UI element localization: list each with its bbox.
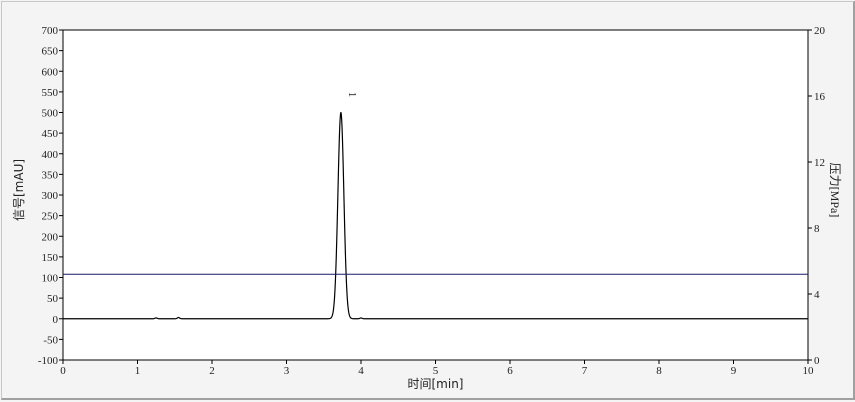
x-tick-label: 7 xyxy=(582,365,588,377)
y-tick-label: 450 xyxy=(42,128,59,140)
plot-area xyxy=(62,29,809,361)
peak-label: 1 xyxy=(346,92,358,98)
y-tick-label: 0 xyxy=(53,314,59,326)
x-tick-label: 5 xyxy=(433,365,439,377)
y-tick-label: 650 xyxy=(42,46,59,58)
y-tick-label: 400 xyxy=(42,149,59,161)
x-axis-label: 时间[min] xyxy=(408,377,464,391)
x-tick-label: 4 xyxy=(358,365,364,377)
y2-axis-label: 压力[MPa] xyxy=(828,163,842,218)
x-tick-label: 3 xyxy=(284,365,290,377)
y-tick-label: 550 xyxy=(42,87,59,99)
y-tick-label: 100 xyxy=(42,273,59,285)
x-tick-label: 2 xyxy=(209,365,215,377)
y-tick-label: 600 xyxy=(42,66,59,78)
y-tick-label: -50 xyxy=(43,334,58,346)
x-tick-label: 8 xyxy=(656,365,662,377)
y-axis-label: 信号[mAU] xyxy=(12,159,26,221)
y-tick-label: 200 xyxy=(42,231,59,243)
x-tick-label: 1 xyxy=(135,365,141,377)
y-tick-label: 700 xyxy=(42,25,59,37)
y-tick-label: 50 xyxy=(47,293,59,305)
y-tick-label: 150 xyxy=(42,252,59,264)
y2-tick-label: 8 xyxy=(814,223,820,235)
y-tick-label: 350 xyxy=(42,169,59,181)
y2-tick-label: 20 xyxy=(814,25,826,37)
signal-trace xyxy=(63,112,808,320)
x-tick-label: 10 xyxy=(803,365,815,377)
x-tick-label: 9 xyxy=(731,365,737,377)
y-tick-label: 300 xyxy=(42,190,59,202)
x-tick-label: 0 xyxy=(60,365,66,377)
y2-tick-label: 12 xyxy=(814,157,825,169)
y2-tick-label: 0 xyxy=(814,355,820,367)
y-tick-label: -100 xyxy=(38,355,59,367)
y2-tick-label: 16 xyxy=(814,91,826,103)
x-tick-label: 6 xyxy=(507,365,513,377)
y2-tick-label: 4 xyxy=(814,289,820,301)
y-tick-label: 250 xyxy=(42,211,59,223)
y-tick-label: 500 xyxy=(42,108,59,120)
